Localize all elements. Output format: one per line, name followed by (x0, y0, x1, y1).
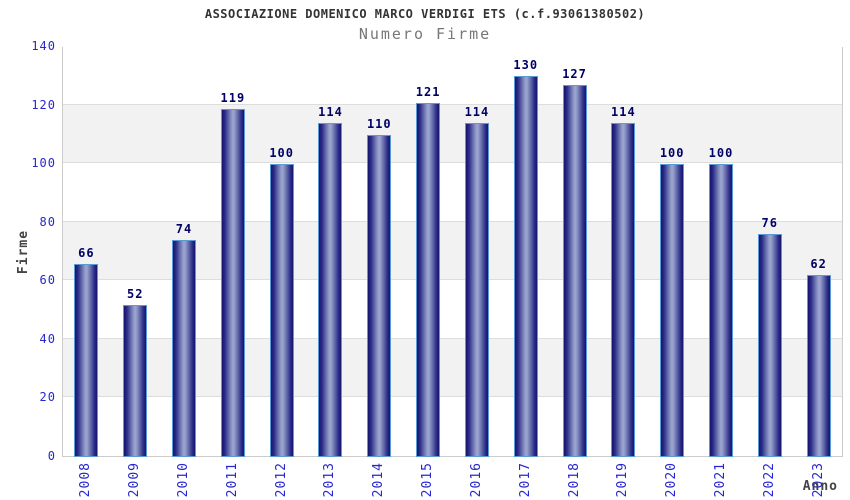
gridline (63, 162, 842, 164)
y-tick-label: 100 (31, 156, 56, 171)
bar-value-label: 66 (78, 245, 95, 260)
bar-2013 (318, 123, 343, 457)
bar-2017 (513, 76, 538, 457)
x-tick-label: 2014 (371, 462, 387, 498)
x-tick-label: 2012 (273, 462, 289, 498)
y-tick-label: 60 (39, 273, 56, 288)
gridline (63, 337, 842, 339)
bar-2009 (123, 304, 148, 457)
x-axis-title: Anno (802, 479, 838, 494)
x-tick-label: 2008 (78, 462, 94, 498)
y-tick-label: 120 (31, 97, 56, 112)
bar-value-label: 114 (611, 105, 636, 120)
bar-value-label: 62 (810, 257, 827, 272)
bar-2020 (660, 164, 685, 457)
gridline (63, 396, 842, 398)
bar-2019 (611, 123, 636, 457)
plot-band (63, 104, 842, 164)
bar-value-label: 114 (464, 105, 490, 120)
x-tick-label: 2018 (566, 462, 582, 498)
y-tick-label: 40 (39, 331, 56, 346)
bar-value-label: 100 (269, 146, 294, 161)
bar-2016 (464, 123, 489, 457)
bar-2008 (74, 263, 99, 457)
bar-value-label: 130 (513, 58, 539, 73)
gridline (63, 103, 842, 105)
x-tick-label: 2016 (468, 462, 484, 498)
bar-2015 (416, 102, 441, 457)
bar-2023 (806, 275, 831, 457)
bar-2010 (172, 240, 197, 457)
bar-2021 (708, 164, 733, 457)
gridline (63, 220, 842, 222)
x-tick-label: 2022 (761, 462, 777, 498)
bar-value-label: 110 (366, 116, 392, 131)
y-tick-label: 140 (31, 39, 56, 53)
bar-2011 (220, 108, 245, 457)
bar-value-label: 76 (761, 216, 778, 231)
chart-subtitle: Numero Firme (358, 25, 492, 43)
bar-value-label: 119 (220, 90, 246, 105)
bar-value-label: 121 (415, 84, 441, 99)
x-tick-label: 2011 (224, 462, 240, 498)
plot-band (63, 46, 842, 105)
y-tick-label: 80 (39, 214, 56, 229)
bar-2022 (757, 234, 782, 457)
bar-value-label: 100 (659, 146, 685, 161)
bar-value-label: 114 (318, 105, 343, 120)
y-axis-title: Firme (16, 229, 31, 275)
bar-value-label: 100 (708, 146, 734, 161)
x-tick-label: 2010 (176, 462, 192, 498)
x-tick-label: 2020 (664, 462, 680, 498)
y-tick-label: 20 (39, 390, 56, 405)
bar-2014 (367, 134, 392, 457)
chart-title: ASSOCIAZIONE DOMENICO MARCO VERDIGI ETS … (204, 7, 646, 21)
x-tick-label: 2015 (420, 462, 436, 498)
bar-value-label: 74 (175, 222, 193, 237)
x-tick-label: 2021 (712, 462, 728, 498)
bar-2018 (562, 85, 587, 457)
x-tick-label: 2019 (615, 462, 631, 498)
x-tick-label: 2017 (517, 462, 533, 498)
gridline (63, 279, 842, 281)
x-tick-label: 2009 (127, 462, 143, 498)
x-tick-label: 2013 (322, 462, 338, 498)
bar-2012 (269, 164, 294, 457)
bar-value-label: 52 (126, 286, 144, 301)
y-tick-label: 0 (47, 449, 56, 463)
bar-value-label: 127 (562, 67, 587, 82)
